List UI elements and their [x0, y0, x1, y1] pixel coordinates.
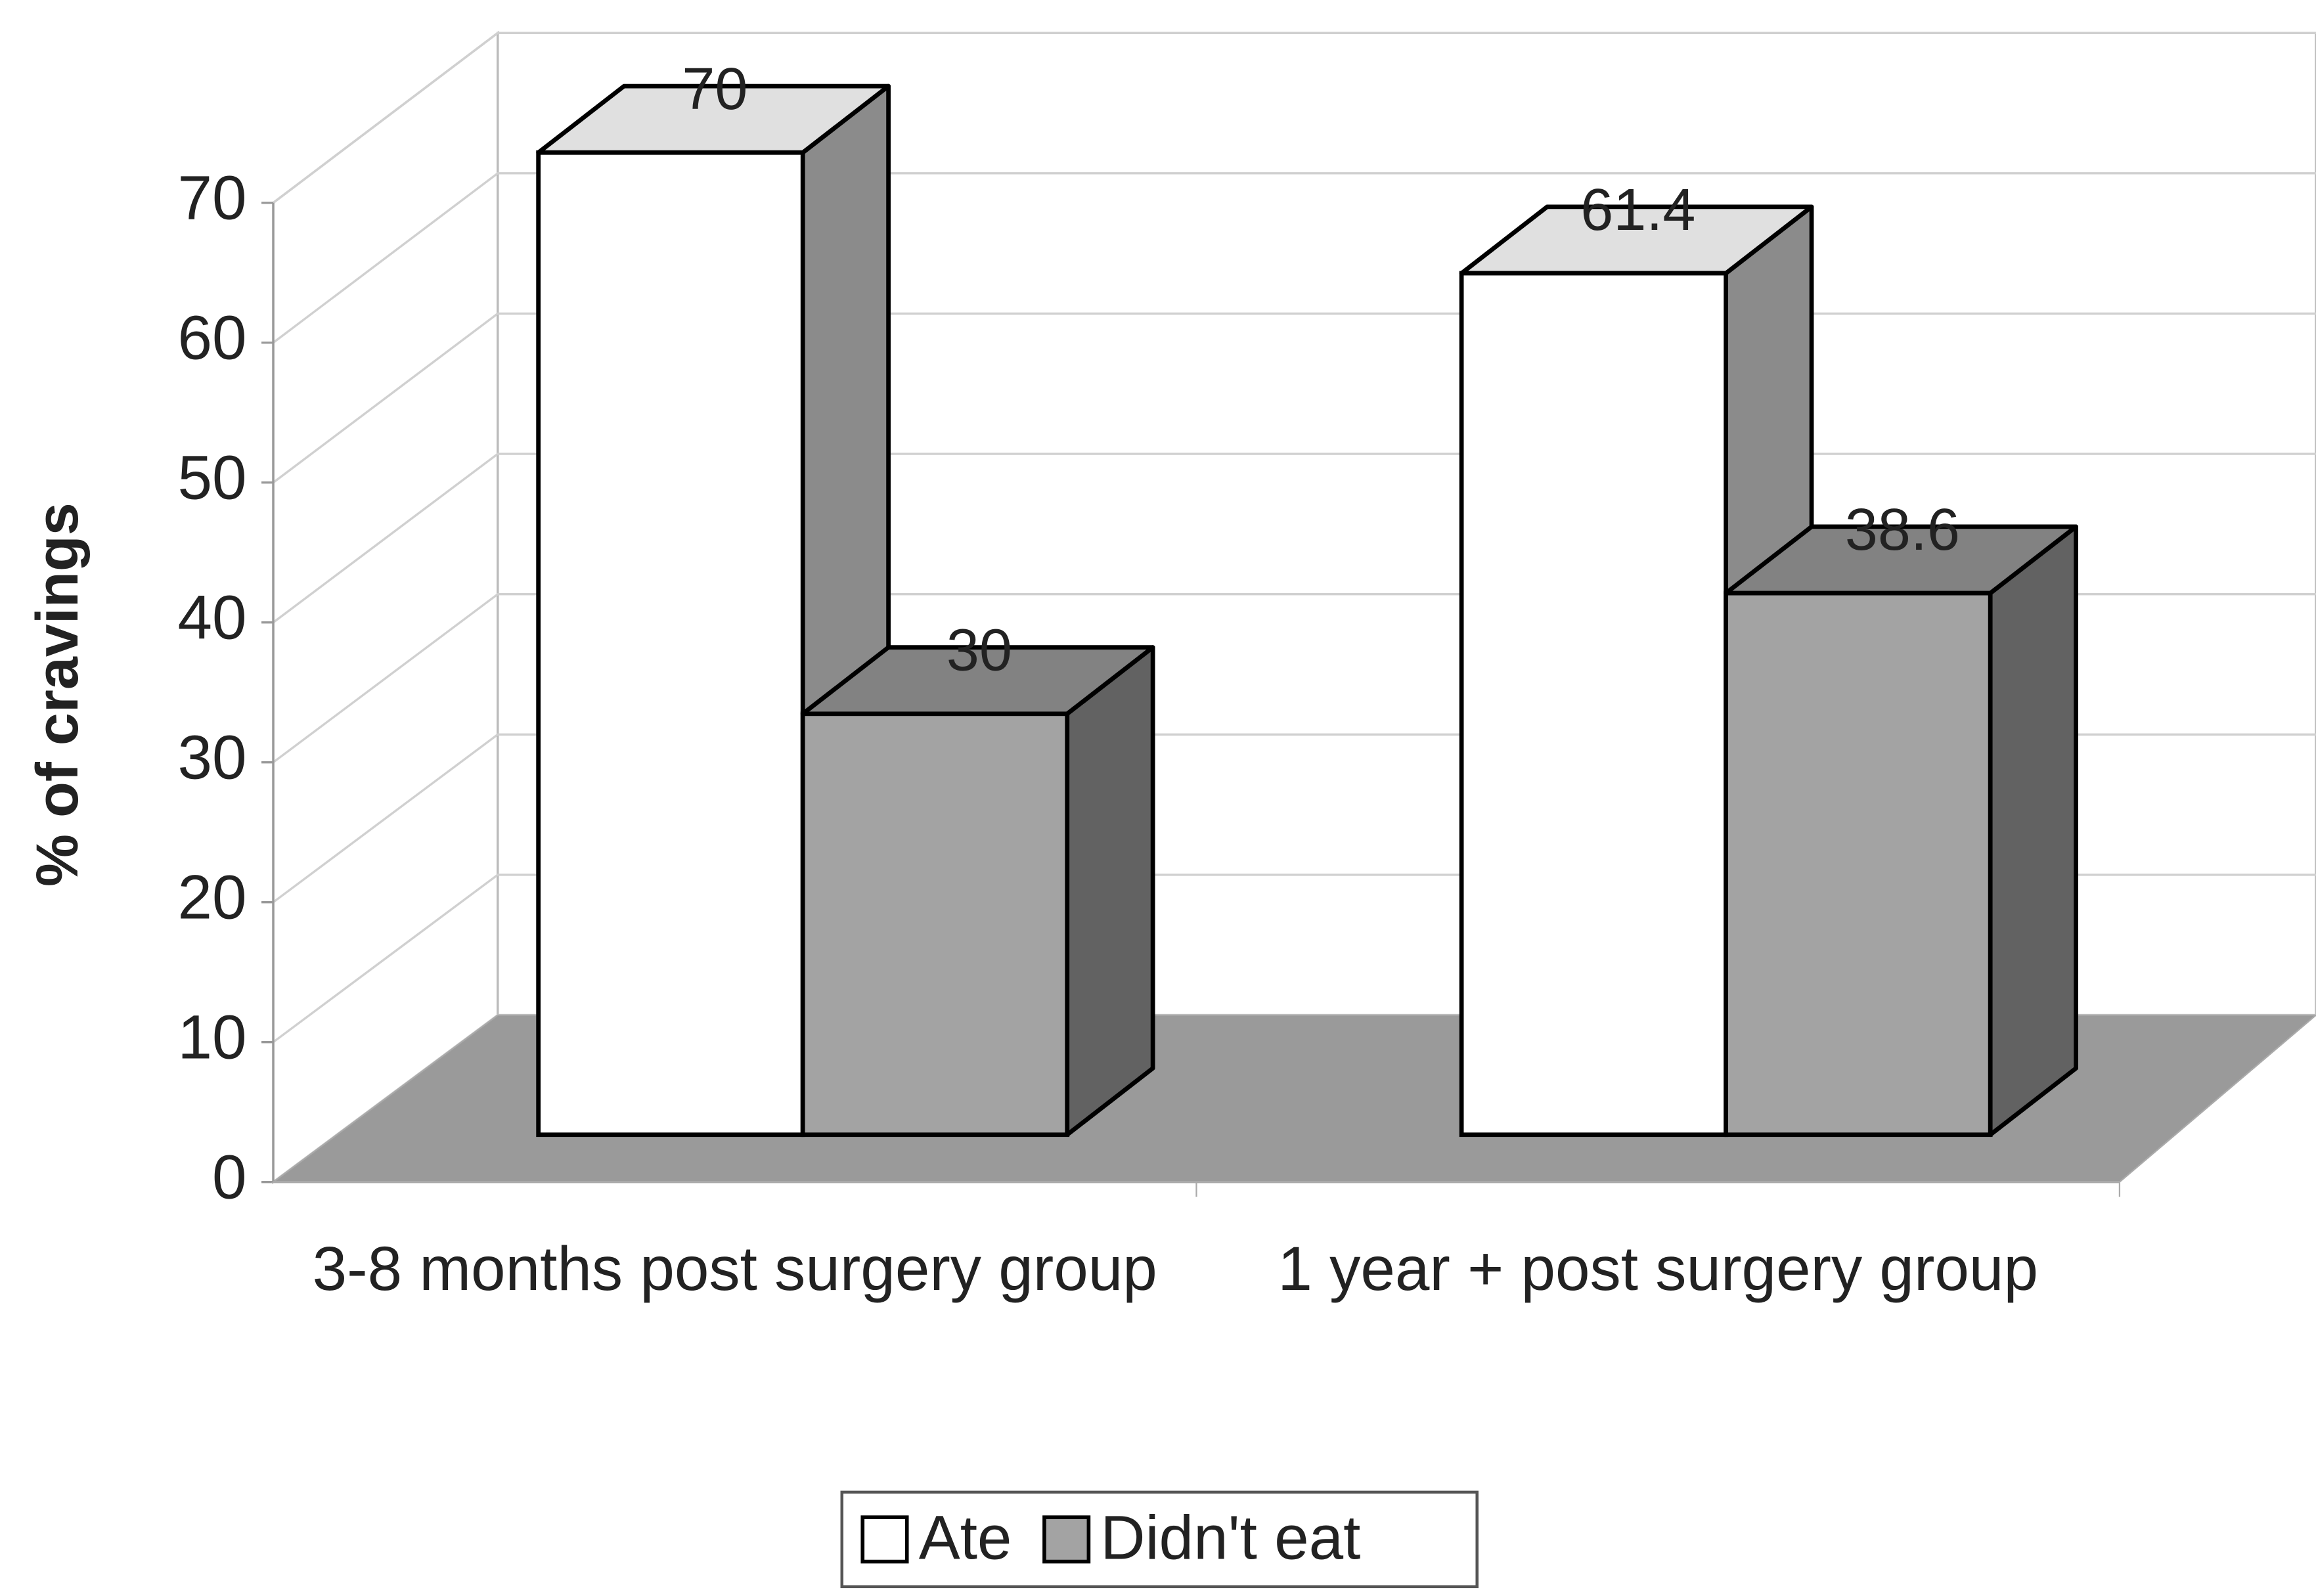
legend-label: Ate [919, 1503, 1012, 1572]
y-tick-label: 30 [177, 724, 246, 793]
legend-swatch [1042, 1515, 1091, 1564]
side-wall [272, 30, 499, 1185]
bar-side [1065, 645, 1155, 1138]
data-label: 38.6 [1845, 497, 1960, 563]
y-tick-label: 10 [177, 1004, 246, 1073]
bar [1724, 590, 1993, 1138]
y-tick-label: 20 [177, 864, 246, 933]
legend-swatch [860, 1515, 909, 1564]
legend-label: Didn't eat [1100, 1503, 1360, 1572]
x-label-box: 1 year + post surgery group [1278, 1233, 2038, 1304]
data-label: 70 [682, 56, 747, 122]
x-label-box: 3-8 months post surgery group [312, 1233, 1157, 1304]
grid-line [272, 32, 2316, 204]
y-tick-label: 60 [177, 304, 246, 373]
bar [1459, 271, 1729, 1138]
data-label: 30 [946, 618, 1012, 684]
x-tick-label: 1 year + post surgery group [1278, 1233, 2038, 1304]
bar [536, 150, 805, 1138]
bar [800, 711, 1070, 1138]
data-label: 61.4 [1580, 177, 1695, 243]
y-tick-label: 40 [177, 584, 246, 653]
x-tick-label: 3-8 months post surgery group [312, 1233, 1157, 1304]
y-axis-label: % of cravings [25, 502, 91, 887]
bar-side [1988, 524, 2078, 1138]
y-tick-label: 0 [212, 1143, 247, 1212]
legend-box [840, 1490, 1479, 1589]
y-tick-label: 50 [177, 444, 246, 513]
y-tick-label: 70 [177, 164, 246, 233]
grid-line [272, 172, 2316, 344]
